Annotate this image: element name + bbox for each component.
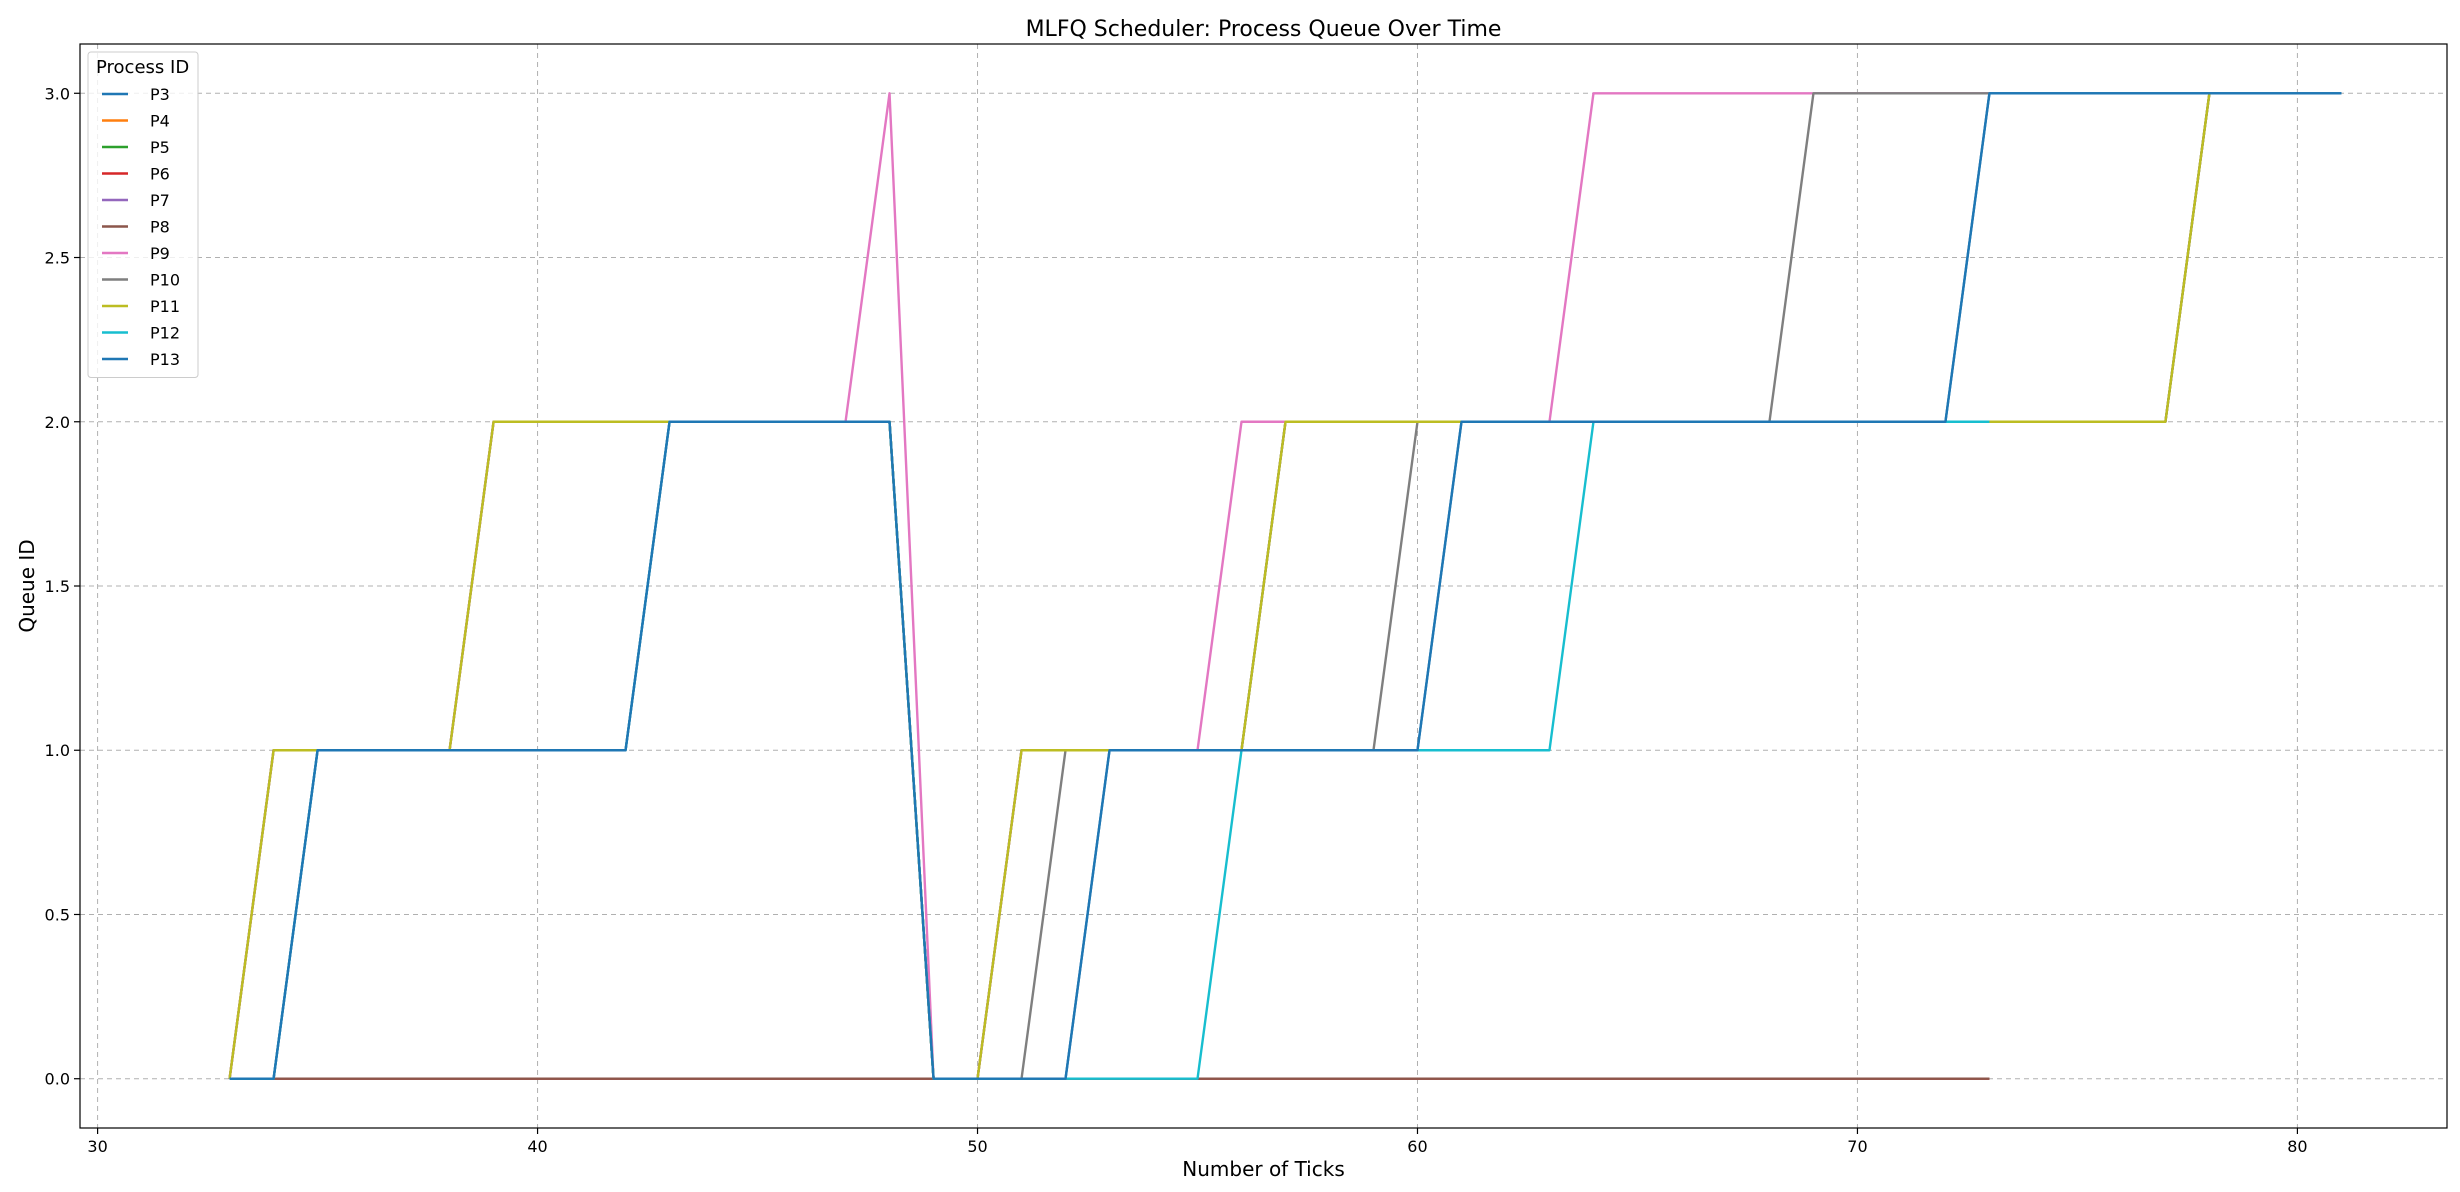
legend-label-p13: P13	[150, 350, 180, 369]
y-axis-label: Queue ID	[15, 539, 39, 632]
y-tick-label: 3.0	[45, 84, 70, 103]
legend-box	[87, 51, 199, 378]
y-tick-label: 2.0	[45, 413, 70, 432]
legend-label-p3: P3	[150, 85, 170, 104]
legend-label-p5: P5	[150, 138, 170, 157]
chart-title: MLFQ Scheduler: Process Queue Over Time	[1026, 17, 1502, 42]
y-tick-label: 1.5	[45, 577, 70, 596]
legend-label-p12: P12	[150, 324, 180, 343]
x-tick-label: 40	[527, 1137, 547, 1156]
legend-title: Process ID	[96, 57, 189, 78]
legend: Process ID P3 P4 P5 P6 P7 P8 P9 P10 P11 P12 P13	[87, 51, 199, 378]
legend-label-p6: P6	[150, 165, 170, 184]
legend-label-p4: P4	[150, 112, 170, 131]
legend-label-p11: P11	[150, 297, 180, 316]
legend-label-p10: P10	[150, 271, 180, 290]
legend-items: P3 P4 P5 P6 P7 P8 P9 P10 P11 P12 P13	[102, 85, 180, 369]
x-tick-label: 70	[1847, 1137, 1867, 1156]
y-tick-label: 2.5	[45, 249, 70, 268]
y-tick-label: 1.0	[45, 741, 70, 760]
x-tick-label: 30	[87, 1137, 107, 1156]
plot-lines	[228, 92, 2342, 1080]
x-tick-label: 60	[1407, 1137, 1427, 1156]
legend-label-p8: P8	[150, 218, 170, 237]
ticks: 30 40 50 60 70 80 0.0 0.5 1.0 1.5 2.0 2.5 3.0	[45, 84, 2308, 1156]
x-axis-label: Number of Ticks	[1182, 1157, 1345, 1181]
y-tick-label: 0.0	[45, 1070, 70, 1089]
x-tick-label: 50	[967, 1137, 987, 1156]
y-tick-label: 0.5	[45, 905, 70, 924]
legend-label-p9: P9	[150, 244, 170, 263]
legend-label-p7: P7	[150, 191, 170, 210]
x-tick-label: 80	[2287, 1137, 2307, 1156]
series-line-p13	[229, 92, 2342, 1080]
